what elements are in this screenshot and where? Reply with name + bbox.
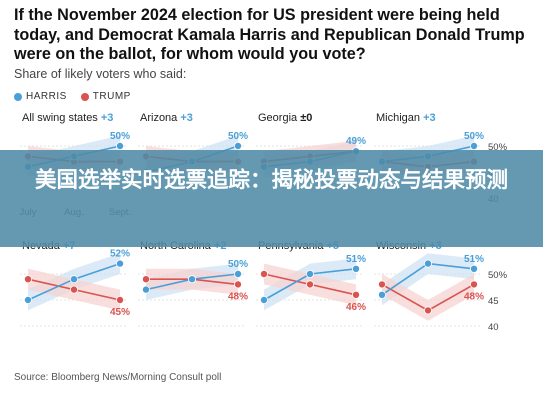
trump-point xyxy=(141,275,150,284)
harris-point xyxy=(23,295,32,304)
source-note: Source: Bloomberg News/Morning Consult p… xyxy=(14,372,222,383)
harris-point xyxy=(233,269,242,278)
trump-point xyxy=(23,275,32,284)
trump-point xyxy=(70,285,79,294)
panel-title: Arizona +3 xyxy=(140,112,193,124)
harris-point xyxy=(233,141,242,150)
harris-legend-dot xyxy=(14,92,22,101)
legend-label-harris: HARRIS xyxy=(26,91,67,102)
harris-point xyxy=(116,141,125,150)
harris-point xyxy=(469,264,478,273)
trump-point xyxy=(423,306,432,315)
trump-point xyxy=(351,290,360,299)
panel-title-name: Michigan xyxy=(376,112,423,124)
y-tick-label: 45 xyxy=(488,296,499,307)
chart-subtitle: Share of likely voters who said: xyxy=(14,67,187,81)
panel-title-name: Arizona xyxy=(140,112,180,124)
chart-title: If the November 2024 election for US pre… xyxy=(14,6,525,63)
trump-point xyxy=(305,280,314,289)
legend-item-trump: TRUMP xyxy=(80,91,131,102)
panel-title-name: Georgia xyxy=(258,112,300,124)
trump-point xyxy=(377,280,386,289)
trump-legend-dot xyxy=(80,92,89,101)
harris-end-label: 50% xyxy=(464,131,484,142)
overlay-banner: 美国选举实时选票追踪：揭秘投票动态与结果预测 xyxy=(0,150,543,247)
y-tick-label: 50% xyxy=(488,270,508,281)
harris-point xyxy=(377,290,386,299)
panel-title: Michigan +3 xyxy=(376,112,436,124)
panel-title-name: All swing states xyxy=(22,112,101,124)
panel-margin-label: ±0 xyxy=(300,112,312,124)
harris-end-label: 50% xyxy=(228,131,248,142)
harris-point xyxy=(70,275,79,284)
harris-point xyxy=(141,285,150,294)
panel-margin-label: +3 xyxy=(180,112,193,124)
panel-margin-label: +3 xyxy=(101,112,114,124)
trump-end-label: 48% xyxy=(464,291,484,302)
legend-label-trump: TRUMP xyxy=(92,91,131,102)
panel-title: Georgia ±0 xyxy=(258,112,312,124)
legend-item-harris: HARRIS xyxy=(14,91,67,102)
trump-point xyxy=(233,280,242,289)
trump-end-label: 45% xyxy=(110,307,130,318)
harris-end-label: 50% xyxy=(110,131,130,142)
trump-point xyxy=(259,269,268,278)
banner-text: 美国选举实时选票追踪：揭秘投票动态与结果预测 xyxy=(34,168,508,193)
y-tick-label: 40 xyxy=(488,322,499,333)
trump-end-label: 46% xyxy=(346,302,366,313)
harris-point xyxy=(305,269,314,278)
harris-end-label: 51% xyxy=(346,254,366,265)
harris-point xyxy=(351,264,360,273)
trump-end-label: 48% xyxy=(228,291,248,302)
harris-point xyxy=(469,141,478,150)
y-tick-label: 50% xyxy=(488,142,508,153)
harris-end-label: 50% xyxy=(228,259,248,270)
harris-end-label: 49% xyxy=(346,136,366,147)
panel-title: All swing states +3 xyxy=(22,112,113,124)
harris-point xyxy=(423,259,432,268)
trump-point xyxy=(469,280,478,289)
harris-point xyxy=(259,295,268,304)
legend: HARRIS TRUMP xyxy=(14,91,131,102)
harris-point xyxy=(187,275,196,284)
harris-end-label: 51% xyxy=(464,254,484,265)
trump-point xyxy=(116,295,125,304)
harris-point xyxy=(116,259,125,268)
panel-margin-label: +3 xyxy=(423,112,436,124)
harris-end-label: 52% xyxy=(110,249,130,260)
